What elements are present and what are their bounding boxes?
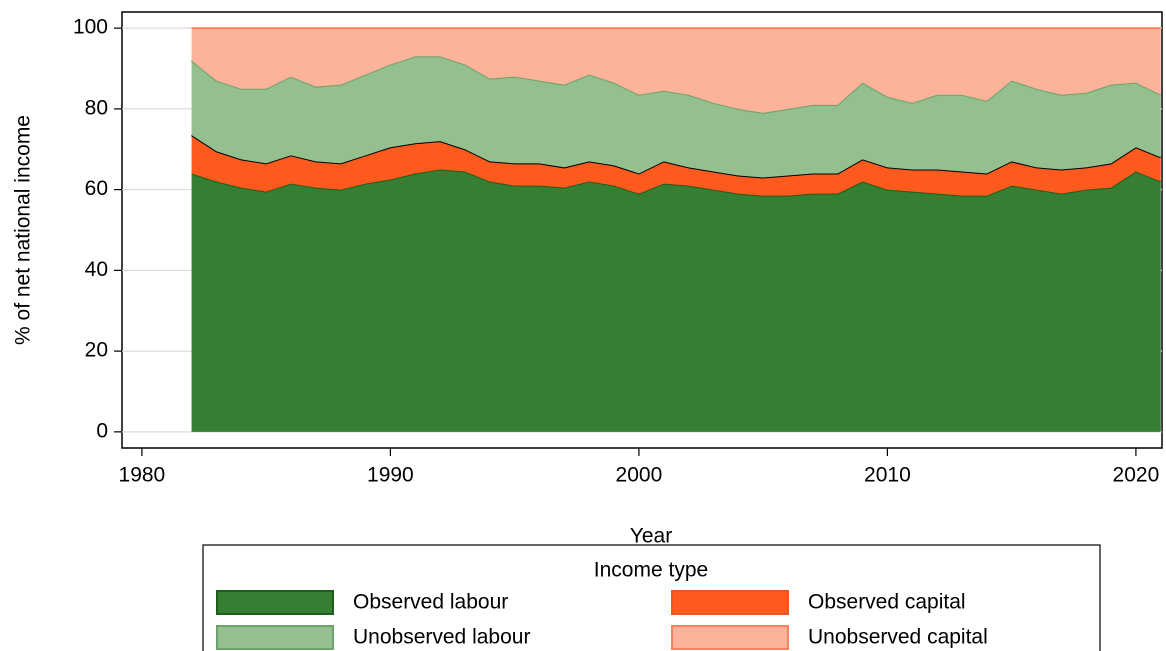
x-tick-label: 2000 — [616, 464, 663, 487]
legend-label: Observed labour — [353, 591, 508, 614]
x-tick-label: 1980 — [119, 464, 166, 487]
legend-box — [202, 544, 1101, 651]
x-tick-label: 2010 — [864, 464, 911, 487]
y-tick-label: 80 — [85, 96, 108, 119]
x-tick-label: 2020 — [1113, 464, 1160, 487]
legend-swatch — [216, 625, 334, 650]
area — [191, 169, 1161, 432]
legend-title: Income type — [594, 559, 708, 582]
legend-label: Unobserved labour — [353, 626, 530, 649]
legend-label: Unobserved capital — [808, 626, 988, 649]
y-tick-label: 20 — [85, 339, 108, 362]
area — [191, 56, 1161, 178]
legend-swatch — [671, 625, 789, 650]
x-axis-label: Year — [630, 525, 672, 548]
x-tick-label: 1990 — [367, 464, 414, 487]
area — [191, 28, 1161, 113]
y-tick-label: 40 — [85, 258, 108, 281]
legend-swatch — [671, 590, 789, 615]
y-tick-label: 0 — [96, 419, 108, 442]
y-axis-label: % of net national income — [12, 115, 35, 345]
legend-label: Observed capital — [808, 591, 966, 614]
legend-swatch — [216, 590, 334, 615]
y-tick-label: 100 — [73, 16, 108, 39]
y-tick-label: 60 — [85, 177, 108, 200]
